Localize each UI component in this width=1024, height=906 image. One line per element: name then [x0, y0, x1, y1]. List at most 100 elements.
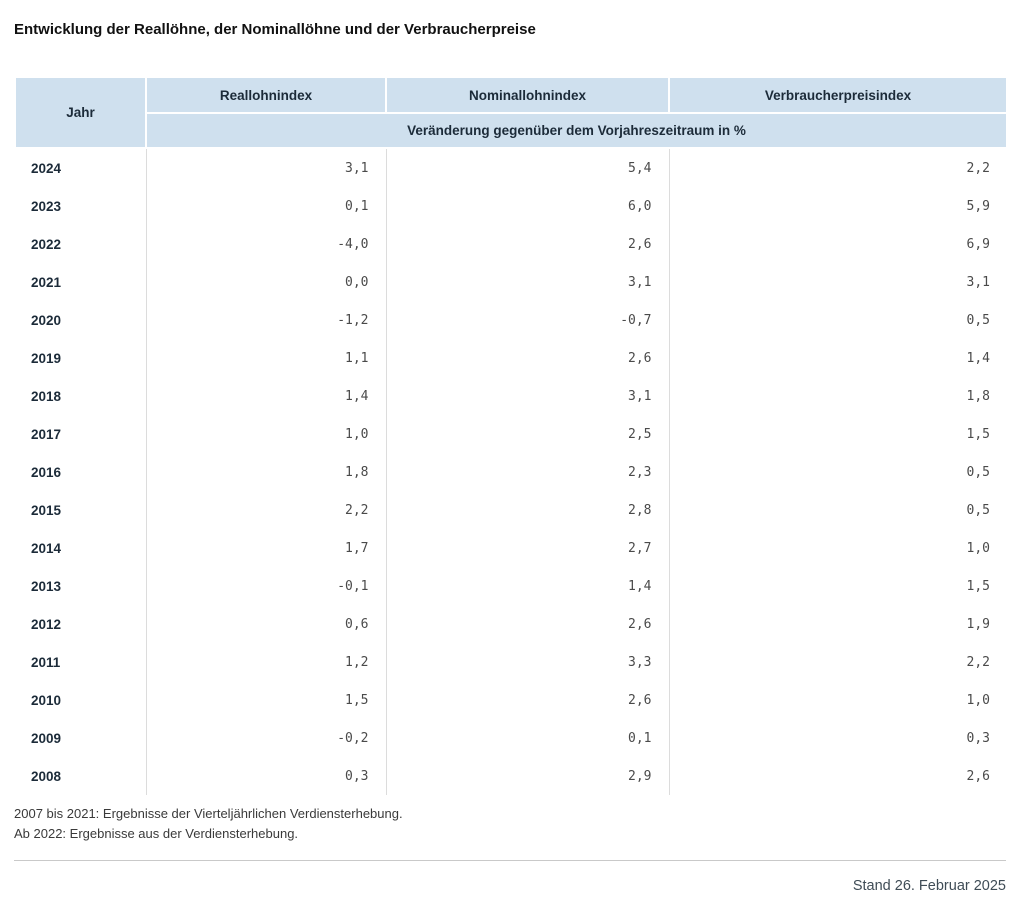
footnote-line-2: Ab 2022: Ergebnisse aus der Verdiensterh… [14, 826, 299, 841]
row-reallohn-value: 0,0 [145, 263, 386, 301]
row-reallohn-value: 3,1 [145, 148, 386, 187]
table-row: 2015 2,2 2,8 0,5 [15, 491, 1007, 529]
table-row: 2012 0,6 2,6 1,9 [15, 605, 1007, 643]
row-reallohn-value: 0,1 [145, 187, 386, 225]
row-year-cell: 2024 [15, 148, 146, 187]
row-reallohn-value: 0,3 [145, 757, 386, 795]
row-year-cell: 2020 [15, 301, 146, 339]
row-verbraucherpreis-value: 2,2 [668, 643, 1007, 681]
row-nominallohn-value: 3,1 [385, 377, 669, 415]
row-nominallohn-value: 3,3 [385, 643, 669, 681]
row-reallohn-value: 1,8 [145, 453, 386, 491]
table-row: 2009 -0,2 0,1 0,3 [15, 719, 1007, 757]
row-verbraucherpreis-value: 2,2 [668, 148, 1007, 187]
row-reallohn-value: 1,0 [145, 415, 386, 453]
table-row: 2020 -1,2 -0,7 0,5 [15, 301, 1007, 339]
row-year-cell: 2010 [15, 681, 146, 719]
row-reallohn-value: -4,0 [145, 225, 386, 263]
row-verbraucherpreis-value: 1,9 [668, 605, 1007, 643]
row-nominallohn-value: 2,6 [385, 339, 669, 377]
row-reallohn-value: 1,4 [145, 377, 386, 415]
row-reallohn-value: 2,2 [145, 491, 386, 529]
row-nominallohn-value: 2,8 [385, 491, 669, 529]
row-verbraucherpreis-value: 0,5 [668, 453, 1007, 491]
row-reallohn-value: 1,7 [145, 529, 386, 567]
row-nominallohn-value: 2,6 [385, 605, 669, 643]
table-subheader-unit: Veränderung gegenüber dem Vorjahreszeitr… [145, 112, 1008, 149]
row-verbraucherpreis-value: 2,6 [668, 757, 1007, 795]
table-row: 2008 0,3 2,9 2,6 [15, 757, 1007, 795]
row-year-cell: 2012 [15, 605, 146, 643]
row-nominallohn-value: 2,5 [385, 415, 669, 453]
table-footnotes: 2007 bis 2021: Ergebnisse der Vierteljäh… [14, 804, 1006, 844]
table-row: 2019 1,1 2,6 1,4 [15, 339, 1007, 377]
table-row: 2022 -4,0 2,6 6,9 [15, 225, 1007, 263]
row-verbraucherpreis-value: 1,8 [668, 377, 1007, 415]
row-year-cell: 2022 [15, 225, 146, 263]
row-nominallohn-value: 2,6 [385, 225, 669, 263]
row-nominallohn-value: 6,0 [385, 187, 669, 225]
footer-divider [14, 860, 1006, 861]
row-year-cell: 2018 [15, 377, 146, 415]
row-nominallohn-value: 5,4 [385, 148, 669, 187]
column-header-nominallohnindex: Nominallohnindex [385, 76, 670, 114]
table-row: 2024 3,1 5,4 2,2 [15, 148, 1007, 187]
row-verbraucherpreis-value: 1,4 [668, 339, 1007, 377]
row-verbraucherpreis-value: 0,5 [668, 491, 1007, 529]
row-reallohn-value: 1,2 [145, 643, 386, 681]
column-header-jahr: Jahr [14, 76, 147, 149]
row-verbraucherpreis-value: 0,5 [668, 301, 1007, 339]
row-verbraucherpreis-value: 1,0 [668, 681, 1007, 719]
row-verbraucherpreis-value: 3,1 [668, 263, 1007, 301]
row-reallohn-value: -1,2 [145, 301, 386, 339]
row-reallohn-value: 1,1 [145, 339, 386, 377]
row-year-cell: 2014 [15, 529, 146, 567]
row-nominallohn-value: 2,3 [385, 453, 669, 491]
row-year-cell: 2023 [15, 187, 146, 225]
column-header-verbraucherpreisindex: Verbraucherpreisindex [668, 76, 1008, 114]
row-year-cell: 2009 [15, 719, 146, 757]
table-row: 2018 1,4 3,1 1,8 [15, 377, 1007, 415]
row-nominallohn-value: 1,4 [385, 567, 669, 605]
table-row: 2016 1,8 2,3 0,5 [15, 453, 1007, 491]
table-row: 2011 1,2 3,3 2,2 [15, 643, 1007, 681]
row-reallohn-value: 1,5 [145, 681, 386, 719]
row-nominallohn-value: 3,1 [385, 263, 669, 301]
row-verbraucherpreis-value: 1,0 [668, 529, 1007, 567]
wage-index-table: Jahr Reallohnindex Nominallohnindex Verb… [14, 76, 1008, 795]
row-nominallohn-value: -0,7 [385, 301, 669, 339]
row-year-cell: 2016 [15, 453, 146, 491]
row-nominallohn-value: 2,7 [385, 529, 669, 567]
table-row: 2017 1,0 2,5 1,5 [15, 415, 1007, 453]
row-year-cell: 2011 [15, 643, 146, 681]
row-nominallohn-value: 2,9 [385, 757, 669, 795]
status-date: Stand 26. Februar 2025 [852, 878, 1006, 894]
row-year-cell: 2015 [15, 491, 146, 529]
row-verbraucherpreis-value: 5,9 [668, 187, 1007, 225]
table-row: 2014 1,7 2,7 1,0 [15, 529, 1007, 567]
row-reallohn-value: -0,2 [145, 719, 386, 757]
table-body: 2024 3,1 5,4 2,2 2023 0,1 6,0 5,9 2022 -4,0 2,6 6,9… [15, 148, 1007, 795]
row-verbraucherpreis-value: 1,5 [668, 415, 1007, 453]
row-nominallohn-value: 2,6 [385, 681, 669, 719]
page-title: Entwicklung der Reallöhne, der Nominallö… [14, 21, 536, 38]
row-year-cell: 2021 [15, 263, 146, 301]
row-verbraucherpreis-value: 0,3 [668, 719, 1007, 757]
row-year-cell: 2019 [15, 339, 146, 377]
table-row: 2010 1,5 2,6 1,0 [15, 681, 1007, 719]
footnote-line-1: 2007 bis 2021: Ergebnisse der Vierteljäh… [14, 806, 403, 821]
table-row: 2021 0,0 3,1 3,1 [15, 263, 1007, 301]
table-row: 2023 0,1 6,0 5,9 [15, 187, 1007, 225]
column-header-reallohnindex: Reallohnindex [145, 76, 387, 114]
table-row: 2013 -0,1 1,4 1,5 [15, 567, 1007, 605]
row-verbraucherpreis-value: 6,9 [668, 225, 1007, 263]
table-header: Jahr Reallohnindex Nominallohnindex Verb… [14, 76, 1008, 149]
row-year-cell: 2008 [15, 757, 146, 795]
row-verbraucherpreis-value: 1,5 [668, 567, 1007, 605]
row-year-cell: 2013 [15, 567, 146, 605]
row-year-cell: 2017 [15, 415, 146, 453]
row-nominallohn-value: 0,1 [385, 719, 669, 757]
row-reallohn-value: -0,1 [145, 567, 386, 605]
row-reallohn-value: 0,6 [145, 605, 386, 643]
